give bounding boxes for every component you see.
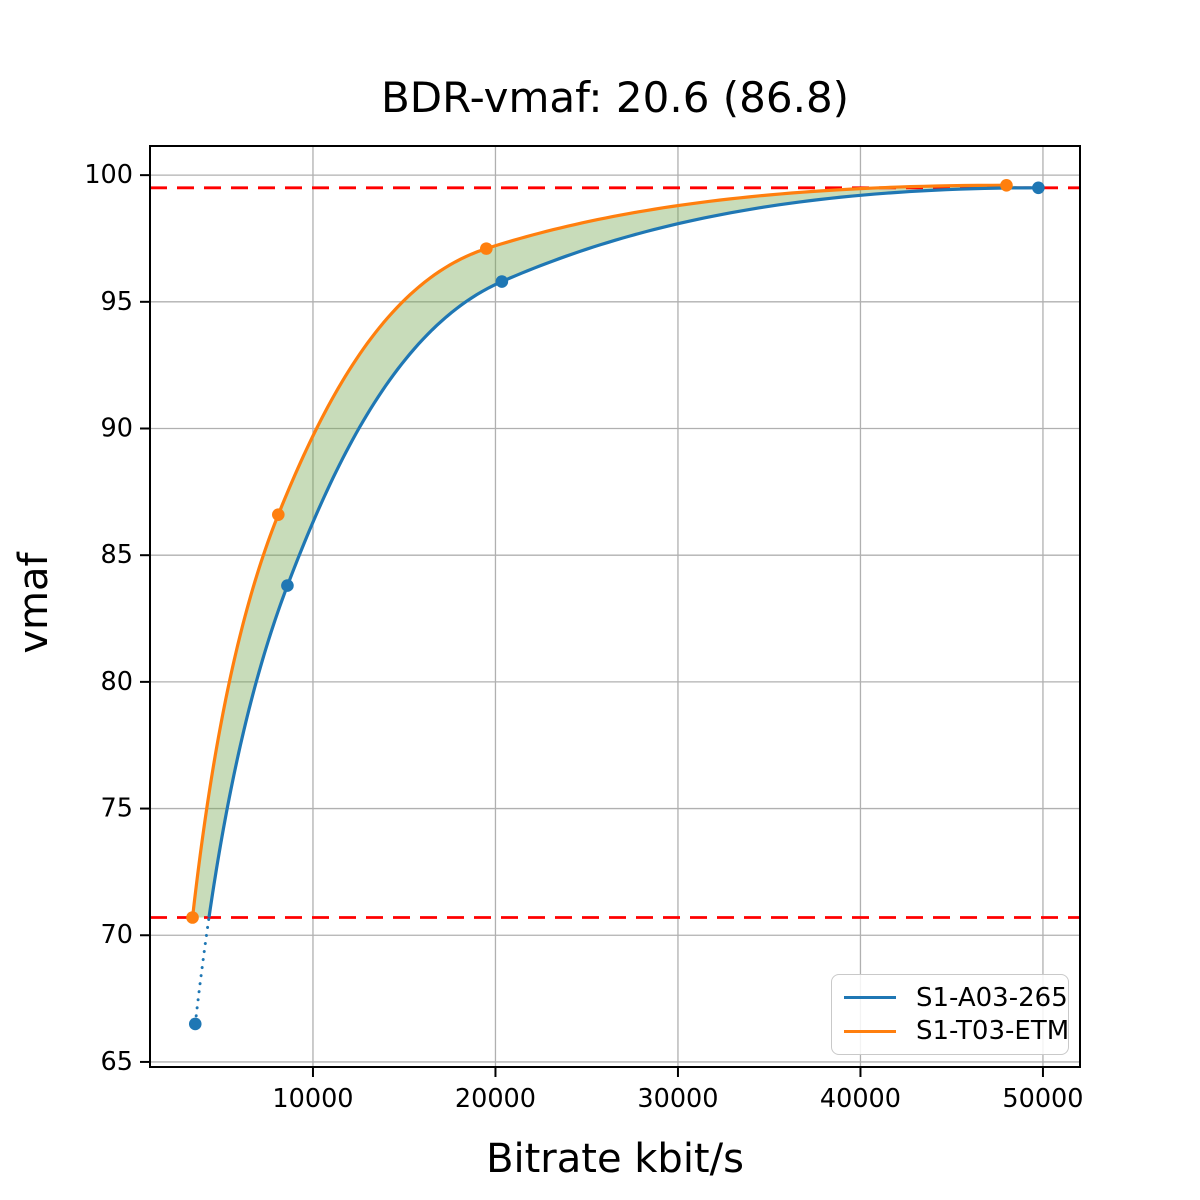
y-tick-label: 100 bbox=[84, 160, 133, 190]
x-tick-label: 10000 bbox=[272, 1084, 353, 1114]
legend-line-sample-blue bbox=[844, 995, 896, 1000]
data-point-s1-a03-265 bbox=[281, 579, 294, 592]
legend-item-s1-a03-265: S1-A03-265 bbox=[832, 983, 1068, 1013]
y-tick-label: 90 bbox=[101, 414, 133, 444]
axes-frame bbox=[149, 145, 1081, 1068]
y-tick-label: 80 bbox=[101, 667, 133, 697]
data-point-s1-a03-265 bbox=[495, 275, 509, 288]
legend-line-sample-orange bbox=[844, 1029, 896, 1034]
y-tick-label: 95 bbox=[101, 287, 133, 317]
x-tick-label: 20000 bbox=[455, 1084, 536, 1114]
bd-shade-region bbox=[192, 185, 1039, 918]
legend-item-s1-t03-etm: S1-T03-ETM bbox=[832, 1016, 1070, 1047]
y-tick-label: 65 bbox=[101, 1047, 133, 1077]
series-line-s1-a03-265 bbox=[207, 186, 1039, 918]
data-point-s1-a03-265 bbox=[1032, 181, 1045, 195]
y-tick-label: 85 bbox=[101, 540, 133, 570]
x-axis-label: Bitrate kbit/s bbox=[486, 1136, 744, 1182]
y-tick-label: 75 bbox=[101, 794, 133, 824]
data-point-s1-a03-265 bbox=[188, 1017, 202, 1031]
series-dotted-tail-s1-a03-265 bbox=[193, 916, 211, 1026]
data-point-s1-t03-etm bbox=[271, 508, 285, 521]
series-line-s1-t03-etm bbox=[190, 183, 1007, 918]
legend-label: S1-T03-ETM bbox=[916, 1016, 1070, 1047]
legend-label: S1-A03-265 bbox=[916, 982, 1068, 1013]
data-point-s1-t03-etm bbox=[480, 242, 493, 255]
x-tick-label: 50000 bbox=[1002, 1084, 1083, 1114]
x-tick-label: 30000 bbox=[637, 1084, 718, 1114]
y-tick-label: 70 bbox=[101, 920, 133, 950]
y-axis-label: vmaf bbox=[11, 551, 57, 653]
data-point-s1-t03-etm bbox=[186, 911, 199, 924]
data-point-s1-t03-etm bbox=[1000, 178, 1013, 192]
chart-title: BDR-vmaf: 20.6 (86.8) bbox=[381, 73, 849, 122]
legend: S1-A03-265 S1-T03-ETM bbox=[831, 974, 1069, 1055]
x-tick-label: 40000 bbox=[820, 1084, 901, 1114]
